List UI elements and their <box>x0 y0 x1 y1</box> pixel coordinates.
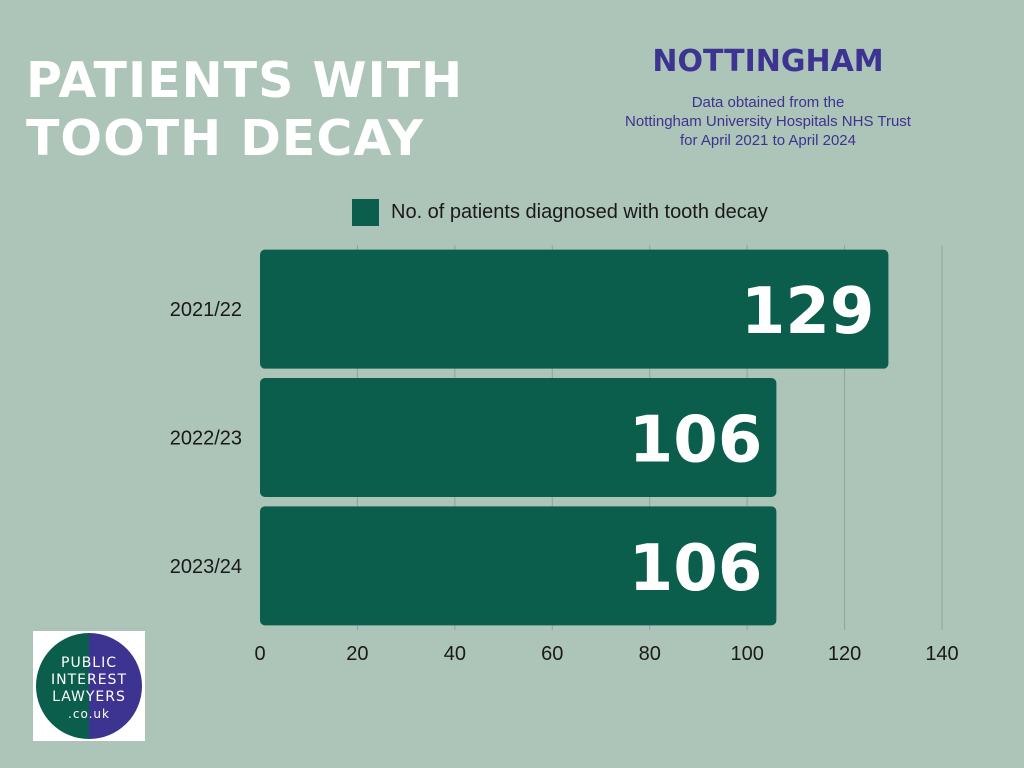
legend-label: No. of patients diagnosed with tooth dec… <box>391 201 768 223</box>
x-tick-label: 80 <box>639 643 661 665</box>
legend-swatch <box>352 199 379 226</box>
x-tick-label: 100 <box>730 643 763 665</box>
data-source-note: Data obtained from the Nottingham Univer… <box>583 93 953 150</box>
bar <box>260 378 777 497</box>
source-line-1: Data obtained from the <box>691 94 845 111</box>
source-line-3: for April 2021 to April 2024 <box>680 132 856 149</box>
bar-value-label: 106 <box>629 404 763 478</box>
logo-circle: PUBLIC INTEREST LAWYERS .co.uk <box>36 633 142 739</box>
x-tick-label: 120 <box>828 643 861 665</box>
city-heading: NOTTINGHAM <box>652 44 884 79</box>
x-tick-label: 0 <box>254 643 265 665</box>
logo-line-4: .co.uk <box>68 707 110 721</box>
logo-line-2: INTEREST <box>50 672 127 688</box>
y-category-label: 2021/22 <box>170 299 242 321</box>
source-line-2: Nottingham University Hospitals NHS Trus… <box>625 113 911 130</box>
chart-title: PATIENTS WITH TOOTH DECAY <box>26 52 486 168</box>
logo-line-3: LAWYERS <box>52 689 126 705</box>
y-category-label: 2022/23 <box>170 428 242 450</box>
bar <box>260 249 889 369</box>
x-tick-label: 140 <box>925 643 958 665</box>
bar-value-label: 106 <box>629 532 763 606</box>
y-category-label: 2023/24 <box>170 556 242 578</box>
logo-text: PUBLIC INTEREST LAWYERS .co.uk <box>36 655 142 723</box>
logo-line-1: PUBLIC <box>61 655 117 671</box>
title-line-2: TOOTH DECAY <box>26 110 425 167</box>
bar <box>260 506 777 626</box>
title-line-1: PATIENTS WITH <box>26 52 464 109</box>
legend: No. of patients diagnosed with tooth dec… <box>352 199 768 226</box>
public-interest-lawyers-logo: PUBLIC INTEREST LAWYERS .co.uk <box>33 631 145 741</box>
x-tick-label: 40 <box>444 643 466 665</box>
x-tick-label: 60 <box>541 643 563 665</box>
x-tick-label: 20 <box>346 643 368 665</box>
bar-value-label: 129 <box>741 275 875 349</box>
